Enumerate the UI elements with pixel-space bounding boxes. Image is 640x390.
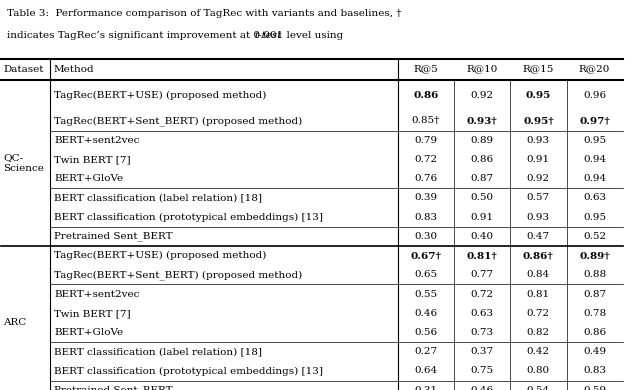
Text: 0.89: 0.89 — [470, 136, 494, 145]
Text: 0.80: 0.80 — [527, 367, 550, 376]
Text: 0.93: 0.93 — [527, 136, 550, 145]
Text: 0.88: 0.88 — [583, 270, 606, 279]
Text: 0.92: 0.92 — [470, 91, 494, 100]
Text: 0.93†: 0.93† — [467, 117, 497, 126]
Text: 0.65: 0.65 — [415, 270, 438, 279]
Text: 0.82: 0.82 — [527, 328, 550, 337]
Text: 0.94: 0.94 — [583, 155, 606, 164]
Text: 0.63: 0.63 — [583, 193, 606, 202]
Text: 0.91: 0.91 — [470, 213, 494, 222]
Text: TagRec(BERT+USE) (proposed method): TagRec(BERT+USE) (proposed method) — [54, 91, 267, 100]
Text: 0.84: 0.84 — [527, 270, 550, 279]
Text: 0.83: 0.83 — [415, 213, 438, 222]
Text: Twin BERT [7]: Twin BERT [7] — [54, 155, 131, 164]
Text: 0.72: 0.72 — [527, 309, 550, 318]
Text: 0.85†: 0.85† — [412, 117, 440, 126]
Text: 0.76: 0.76 — [415, 174, 438, 183]
Text: 0.89†: 0.89† — [579, 251, 610, 260]
Text: 0.91: 0.91 — [527, 155, 550, 164]
Text: TagRec(BERT+Sent_BERT) (proposed method): TagRec(BERT+Sent_BERT) (proposed method) — [54, 116, 303, 126]
Text: QC-
Science: QC- Science — [3, 153, 44, 173]
Text: 0.92: 0.92 — [527, 174, 550, 183]
Text: 0.39: 0.39 — [415, 193, 438, 202]
Text: BERT classification (label relation) [18]: BERT classification (label relation) [18… — [54, 347, 262, 356]
Text: Method: Method — [53, 65, 93, 74]
Text: 0.87: 0.87 — [470, 174, 494, 183]
Text: Pretrained Sent_BERT: Pretrained Sent_BERT — [54, 385, 173, 390]
Text: 0.46: 0.46 — [470, 386, 494, 390]
Text: BERT classification (prototypical embeddings) [13]: BERT classification (prototypical embedd… — [54, 213, 323, 222]
Text: 0.49: 0.49 — [583, 347, 606, 356]
Text: 0.93: 0.93 — [527, 213, 550, 222]
Text: 0.64: 0.64 — [415, 367, 438, 376]
Text: 0.57: 0.57 — [527, 193, 550, 202]
Text: BERT+GloVe: BERT+GloVe — [54, 328, 124, 337]
Text: 0.67†: 0.67† — [410, 251, 442, 260]
Text: Dataset: Dataset — [4, 65, 44, 74]
Text: Table 3:  Performance comparison of TagRec with variants and baselines, †: Table 3: Performance comparison of TagRe… — [7, 9, 401, 18]
Text: 0.46: 0.46 — [415, 309, 438, 318]
Text: 0.52: 0.52 — [583, 232, 606, 241]
Text: indicates TagRec’s significant improvement at 0.001 level using: indicates TagRec’s significant improveme… — [7, 31, 347, 40]
Text: R@5: R@5 — [413, 65, 438, 74]
Text: R@20: R@20 — [579, 65, 611, 74]
Text: 0.31: 0.31 — [415, 386, 438, 390]
Text: R@10: R@10 — [467, 65, 498, 74]
Text: ARC: ARC — [3, 318, 26, 327]
Text: BERT classification (label relation) [18]: BERT classification (label relation) [18… — [54, 193, 262, 202]
Text: 0.37: 0.37 — [470, 347, 494, 356]
Text: 0.96: 0.96 — [583, 91, 606, 100]
Text: R@15: R@15 — [523, 65, 554, 74]
Text: 0.55: 0.55 — [415, 289, 438, 298]
Text: 0.95: 0.95 — [583, 213, 606, 222]
Text: 0.87: 0.87 — [583, 289, 606, 298]
Text: 0.77: 0.77 — [470, 270, 494, 279]
Text: 0.86†: 0.86† — [523, 251, 554, 260]
Text: 0.86: 0.86 — [583, 328, 606, 337]
Text: 0.81: 0.81 — [527, 289, 550, 298]
Text: BERT+sent2vec: BERT+sent2vec — [54, 136, 140, 145]
Text: 0.86: 0.86 — [413, 91, 438, 100]
Text: 0.75: 0.75 — [470, 367, 494, 376]
Text: 0.79: 0.79 — [415, 136, 438, 145]
Text: 0.78: 0.78 — [583, 309, 606, 318]
Text: 0.40: 0.40 — [470, 232, 494, 241]
Text: BERT classification (prototypical embeddings) [13]: BERT classification (prototypical embedd… — [54, 366, 323, 376]
Text: 0.50: 0.50 — [470, 193, 494, 202]
Text: BERT+sent2vec: BERT+sent2vec — [54, 289, 140, 298]
Text: TagRec(BERT+USE) (proposed method): TagRec(BERT+USE) (proposed method) — [54, 251, 267, 260]
Text: 0.95†: 0.95† — [523, 117, 554, 126]
Text: TagRec(BERT+Sent_BERT) (proposed method): TagRec(BERT+Sent_BERT) (proposed method) — [54, 270, 303, 280]
Text: t-test: t-test — [254, 31, 282, 40]
Text: Twin BERT [7]: Twin BERT [7] — [54, 309, 131, 318]
Text: 0.59: 0.59 — [583, 386, 606, 390]
Text: 0.81†: 0.81† — [467, 251, 498, 260]
Text: 0.42: 0.42 — [527, 347, 550, 356]
Text: 0.83: 0.83 — [583, 367, 606, 376]
Text: 0.94: 0.94 — [583, 174, 606, 183]
Text: 0.27: 0.27 — [415, 347, 438, 356]
Text: 0.95: 0.95 — [583, 136, 606, 145]
Text: 0.30: 0.30 — [415, 232, 438, 241]
Text: 0.86: 0.86 — [470, 155, 494, 164]
Text: 0.56: 0.56 — [415, 328, 438, 337]
Text: 0.47: 0.47 — [527, 232, 550, 241]
Text: 0.72: 0.72 — [415, 155, 438, 164]
Text: 0.73: 0.73 — [470, 328, 494, 337]
Text: 0.97†: 0.97† — [579, 117, 610, 126]
Text: 0.72: 0.72 — [470, 289, 494, 298]
Text: 0.63: 0.63 — [470, 309, 494, 318]
Text: 0.54: 0.54 — [527, 386, 550, 390]
Text: Pretrained Sent_BERT: Pretrained Sent_BERT — [54, 232, 173, 241]
Text: BERT+GloVe: BERT+GloVe — [54, 174, 124, 183]
Text: 0.95: 0.95 — [526, 91, 551, 100]
